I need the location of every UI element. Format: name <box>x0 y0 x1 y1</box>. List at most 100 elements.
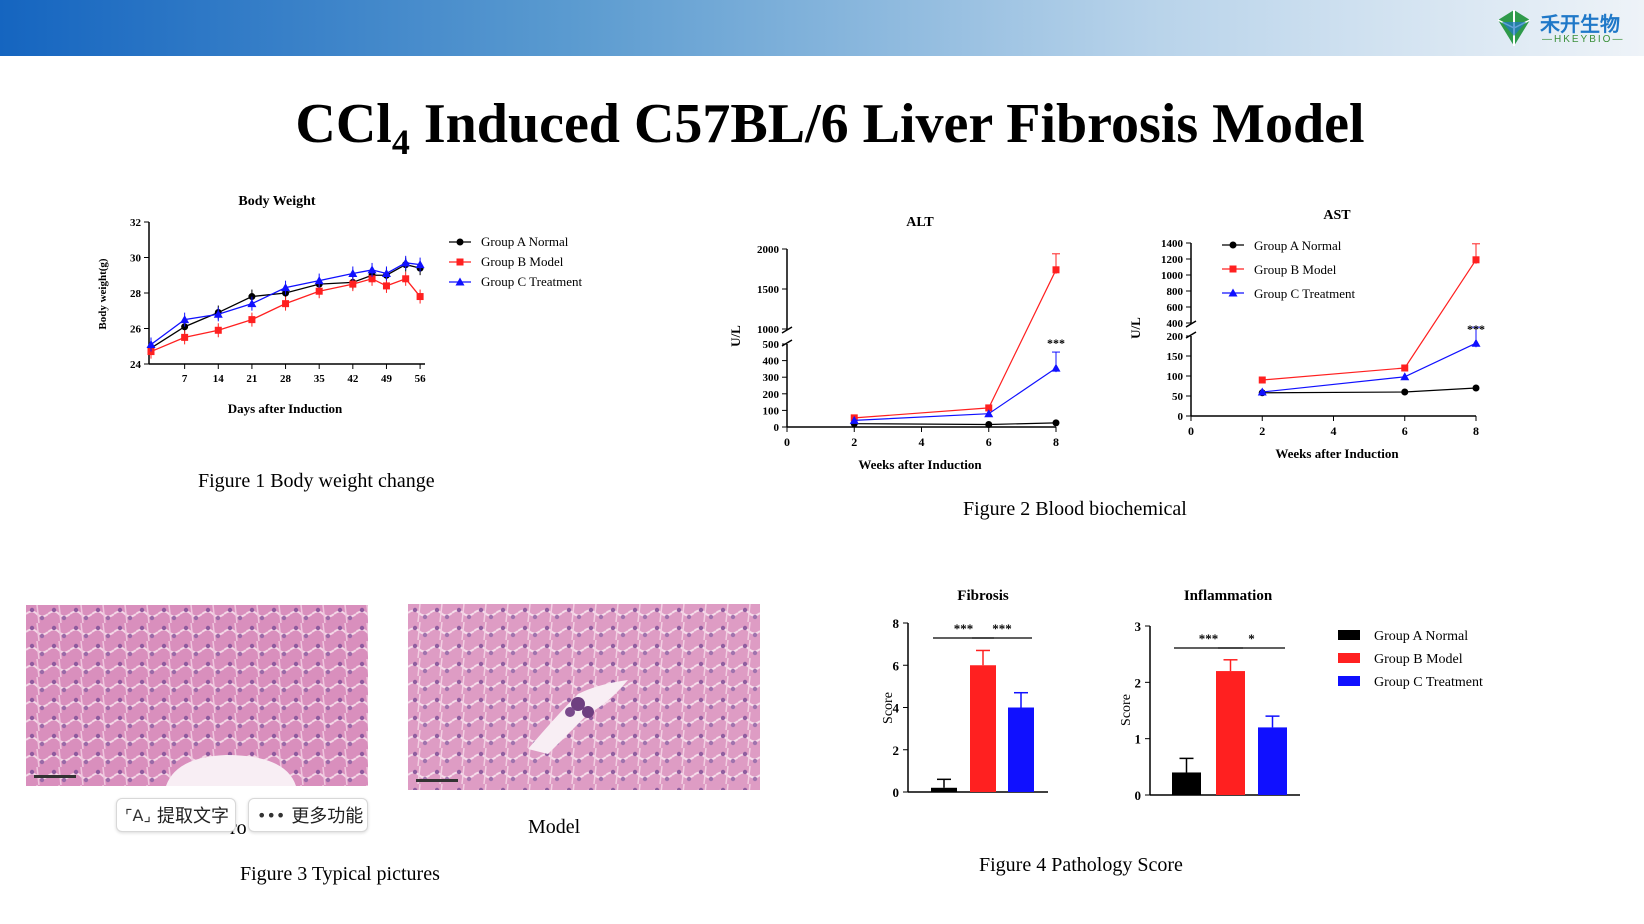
x-tick-label: 0 <box>784 435 790 449</box>
figure-1-caption: Figure 1 Body weight change <box>198 470 435 492</box>
x-tick-label: 49 <box>381 373 393 385</box>
data-point <box>213 309 223 318</box>
legend-swatch-1 <box>1338 630 1360 640</box>
legend-marker <box>1229 265 1237 273</box>
x-tick-label: 28 <box>280 373 292 385</box>
legend-marker <box>1229 241 1237 249</box>
data-point <box>401 258 411 267</box>
legend-marker <box>456 238 464 246</box>
data-point <box>181 333 189 341</box>
x-tick-label: 14 <box>213 373 225 385</box>
legend-swatch-2 <box>1338 653 1360 663</box>
y-axis-label: Score <box>1119 694 1134 726</box>
x-tick-label: 4 <box>919 435 925 449</box>
data-point <box>1400 372 1410 381</box>
data-point <box>985 421 993 429</box>
company-logo: 禾开生物 —HKEYBIO— <box>1492 6 1632 50</box>
y-tick-label: 50 <box>1172 391 1184 403</box>
y-tick-label: 6 <box>893 658 900 673</box>
data-point <box>282 300 290 308</box>
ellipsis-icon: ••• <box>257 805 286 825</box>
y-tick-label: 2 <box>893 743 900 758</box>
significance-label: *** <box>992 621 1012 636</box>
histology-model-image <box>408 604 760 790</box>
data-point <box>1257 387 1267 396</box>
data-point <box>1052 266 1060 274</box>
y-tick-label: 800 <box>1167 286 1184 298</box>
series-line-1 <box>854 422 1057 426</box>
x-tick-label: 7 <box>182 373 188 385</box>
legend-label: Group C Treatment <box>1254 286 1356 301</box>
data-point <box>416 293 424 301</box>
x-tick-label: 6 <box>1402 424 1408 438</box>
y-tick-label: 150 <box>1167 351 1184 363</box>
chart-title: ALT <box>906 215 934 230</box>
y-tick-label: 400 <box>1167 318 1184 330</box>
x-tick-label: 56 <box>415 373 427 385</box>
legend-label: Group C Treatment <box>1374 675 1483 690</box>
axis-break-mark <box>1185 320 1197 339</box>
bar-2 <box>970 665 996 792</box>
legend-marker <box>1228 288 1238 297</box>
legend-label: Group A Normal <box>481 234 569 249</box>
legend-marker <box>456 258 464 266</box>
data-point <box>348 268 358 277</box>
y-tick-label: 0 <box>1178 411 1184 423</box>
y-axis-label: U/L <box>728 325 743 347</box>
leaf-logo-icon <box>1497 10 1531 46</box>
data-point <box>849 415 859 424</box>
data-point <box>985 404 993 412</box>
y-tick-label: 2000 <box>757 244 780 256</box>
y-tick-label: 8 <box>893 616 900 631</box>
chart-title: Fibrosis <box>957 588 1009 604</box>
data-point <box>1258 376 1266 384</box>
legend-label: Group B Model <box>1374 652 1463 667</box>
extract-text-label: 提取文字 <box>156 806 229 827</box>
data-point <box>1471 338 1481 347</box>
legend-swatch-3 <box>1338 676 1360 686</box>
significance-label: * <box>1248 631 1255 646</box>
y-tick-label: 400 <box>763 356 780 368</box>
bar-3 <box>1258 727 1287 795</box>
data-point <box>1052 419 1060 427</box>
y-tick-label: 28 <box>130 288 142 300</box>
y-tick-label: 26 <box>130 324 142 336</box>
page-title: CCl4 Induced C57BL/6 Liver Fibrosis Mode… <box>295 93 1365 163</box>
body-weight-chart: Body Weight 24 26 28 30 32 7 14 21 28 35 42 49 56 Days… <box>97 194 583 416</box>
data-point <box>1051 363 1061 372</box>
y-tick-label: 600 <box>1167 302 1184 314</box>
chart-title: Body Weight <box>238 194 315 209</box>
figure-2-caption: Figure 2 Blood biochemical <box>963 498 1187 520</box>
data-point <box>248 316 256 324</box>
series-line-2 <box>854 269 1057 419</box>
y-tick-label: 200 <box>763 389 780 401</box>
data-point <box>381 268 391 277</box>
figure-3-caption: Figure 3 Typical pictures <box>240 863 440 885</box>
y-tick-label: 1400 <box>1161 238 1184 250</box>
legend-label: Group C Treatment <box>481 274 583 289</box>
text-scan-icon: ⌜A⌟ <box>125 805 151 825</box>
series-line-2 <box>1262 259 1477 381</box>
legend-label: Group A Normal <box>1374 629 1468 644</box>
data-point <box>180 315 190 324</box>
more-functions-button[interactable]: ••• 更多功能 <box>248 798 368 832</box>
chart-title: AST <box>1323 208 1351 223</box>
fibrosis-chart: Fibrosis 0 2 4 6 8 Score *** *** <box>881 588 1048 800</box>
header-bar <box>0 0 1644 56</box>
data-point <box>382 282 390 290</box>
y-tick-label: 500 <box>763 339 780 351</box>
logo-chinese-text: 禾开生物 <box>1540 12 1620 36</box>
y-tick-label: 4 <box>893 701 900 716</box>
x-tick-label: 42 <box>347 373 359 385</box>
axis-break-mark <box>781 326 793 347</box>
data-point <box>367 265 377 274</box>
x-tick-label: 2 <box>1259 424 1265 438</box>
x-tick-label: 8 <box>1053 435 1059 449</box>
more-functions-label: 更多功能 <box>291 806 364 827</box>
data-point <box>214 326 222 334</box>
legend-label: Group A Normal <box>1254 238 1342 253</box>
data-point <box>1401 364 1409 372</box>
extract-text-button[interactable]: ⌜A⌟ 提取文字 <box>116 798 236 832</box>
